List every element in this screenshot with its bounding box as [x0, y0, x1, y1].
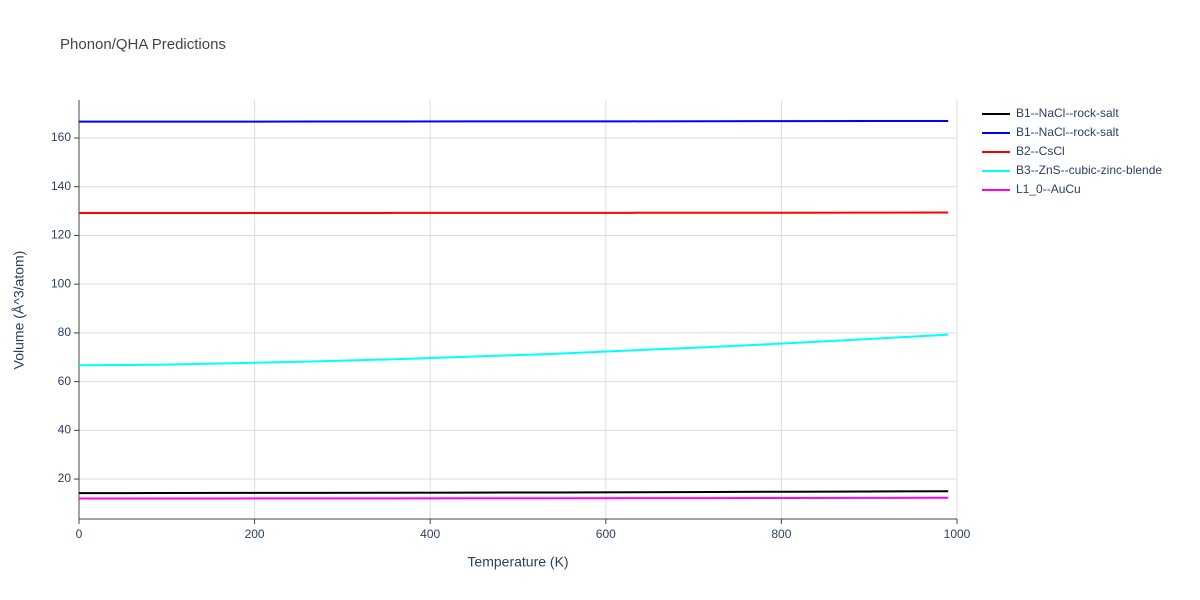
x-tick-label: 600 [596, 527, 616, 541]
x-tick-label: 200 [245, 527, 265, 541]
y-tick-label: 120 [51, 228, 71, 242]
y-tick-label: 100 [51, 276, 71, 290]
y-tick-label: 140 [51, 179, 71, 193]
y-tick-label: 40 [58, 422, 72, 436]
x-tick-label: 400 [420, 527, 440, 541]
legend-label: B1--NaCl--rock-salt [1016, 125, 1119, 139]
y-tick-label: 60 [58, 374, 72, 388]
y-tick-label: 20 [58, 471, 72, 485]
x-tick-label: 1000 [944, 527, 971, 541]
line [78, 496, 949, 500]
x-tick-label: 0 [76, 527, 83, 541]
legend-label: L1_0--AuCu [1016, 182, 1081, 196]
y-tick-label: 160 [51, 130, 71, 144]
x-tick-label: 800 [771, 527, 791, 541]
line [78, 490, 949, 495]
legend-label: B1--NaCl--rock-salt [1016, 106, 1119, 120]
y-tick-label: 80 [58, 325, 72, 339]
line [78, 119, 949, 123]
line [78, 333, 949, 367]
x-axis-label: Temperature (K) [467, 554, 568, 570]
y-axis-label: Volume (Å^3/atom) [11, 251, 27, 370]
chart-title: Phonon/QHA Predictions [60, 36, 226, 53]
legend-label: B3--ZnS--cubic-zinc-blende [1016, 163, 1162, 177]
legend-label: B2--CsCl [1016, 144, 1065, 158]
